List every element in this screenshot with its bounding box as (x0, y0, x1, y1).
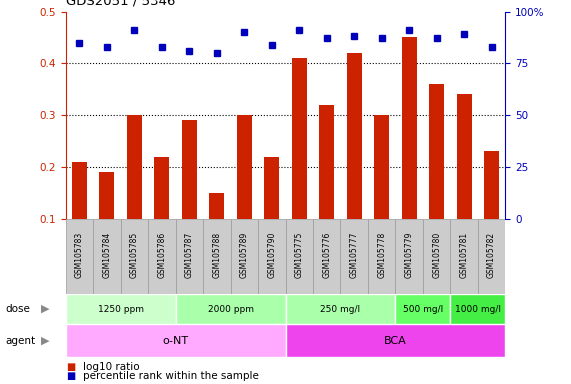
Bar (176, 219, 203, 294)
Bar (340, 219, 368, 294)
Bar (368, 219, 395, 294)
Bar (451, 294, 505, 324)
Text: 500 mg/l: 500 mg/l (403, 305, 443, 314)
Bar (457, 94, 472, 271)
Text: GSM105783: GSM105783 (75, 232, 84, 278)
Text: ■: ■ (66, 362, 75, 372)
Text: GSM105779: GSM105779 (405, 232, 413, 278)
Text: GSM105786: GSM105786 (158, 232, 166, 278)
Bar (176, 294, 286, 324)
Bar (423, 219, 451, 294)
Bar (148, 219, 176, 294)
Bar (120, 219, 148, 294)
Text: GSM105785: GSM105785 (130, 232, 139, 278)
Text: ▶: ▶ (41, 304, 50, 314)
Bar (209, 193, 224, 271)
Text: 1000 mg/l: 1000 mg/l (455, 305, 501, 314)
Text: percentile rank within the sample: percentile rank within the sample (83, 371, 259, 381)
Text: BCA: BCA (384, 336, 407, 346)
Bar (395, 294, 451, 324)
Text: GSM105780: GSM105780 (432, 232, 441, 278)
Text: GSM105778: GSM105778 (377, 232, 386, 278)
Bar (319, 105, 334, 271)
Bar (99, 172, 114, 271)
Text: ■: ■ (66, 371, 75, 381)
Bar (203, 219, 231, 294)
Text: GSM105790: GSM105790 (267, 232, 276, 278)
Bar (237, 115, 252, 271)
Text: GSM105781: GSM105781 (460, 232, 469, 278)
Bar (66, 219, 93, 294)
Bar (264, 157, 279, 271)
Bar (478, 219, 505, 294)
Text: 1250 ppm: 1250 ppm (98, 305, 144, 314)
Bar (401, 37, 417, 271)
Bar (231, 219, 258, 294)
Bar (374, 115, 389, 271)
Bar (313, 219, 340, 294)
Bar (72, 162, 87, 271)
Text: GSM105787: GSM105787 (185, 232, 194, 278)
Bar (154, 157, 170, 271)
Bar (93, 219, 120, 294)
Bar (182, 121, 197, 271)
Bar (484, 151, 499, 271)
Bar (286, 219, 313, 294)
Text: GSM105784: GSM105784 (102, 232, 111, 278)
Text: GSM105788: GSM105788 (212, 232, 222, 278)
Bar (127, 115, 142, 271)
Text: GSM105776: GSM105776 (322, 232, 331, 278)
Bar (66, 324, 286, 357)
Bar (429, 84, 444, 271)
Text: GSM105775: GSM105775 (295, 232, 304, 278)
Bar (66, 294, 176, 324)
Text: GSM105777: GSM105777 (349, 232, 359, 278)
Text: 2000 ppm: 2000 ppm (207, 305, 254, 314)
Text: ▶: ▶ (41, 336, 50, 346)
Text: 250 mg/l: 250 mg/l (320, 305, 360, 314)
Text: GDS2051 / 5346: GDS2051 / 5346 (66, 0, 175, 7)
Bar (395, 219, 423, 294)
Text: GSM105789: GSM105789 (240, 232, 249, 278)
Text: log10 ratio: log10 ratio (83, 362, 139, 372)
Bar (286, 324, 505, 357)
Text: agent: agent (6, 336, 36, 346)
Bar (286, 294, 395, 324)
Bar (292, 58, 307, 271)
Text: GSM105782: GSM105782 (487, 232, 496, 278)
Bar (451, 219, 478, 294)
Text: o-NT: o-NT (163, 336, 188, 346)
Bar (347, 53, 362, 271)
Bar (258, 219, 286, 294)
Text: dose: dose (6, 304, 31, 314)
